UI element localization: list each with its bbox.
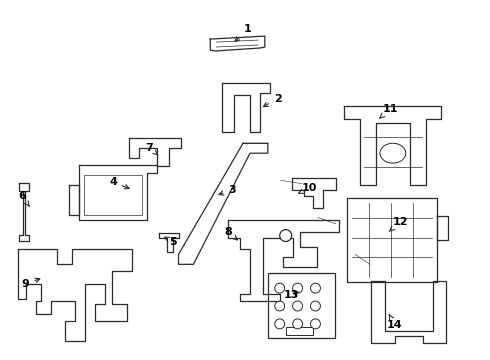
Circle shape <box>280 230 292 242</box>
Polygon shape <box>70 185 79 215</box>
Bar <box>268 273 335 338</box>
Circle shape <box>275 301 285 311</box>
Polygon shape <box>292 178 336 208</box>
Text: 8: 8 <box>224 226 237 240</box>
Text: 9: 9 <box>22 278 40 289</box>
Circle shape <box>311 301 320 311</box>
Polygon shape <box>371 281 446 343</box>
Polygon shape <box>210 36 265 51</box>
Polygon shape <box>129 138 180 166</box>
Bar <box>84 175 142 215</box>
Text: 6: 6 <box>18 191 29 206</box>
Text: 4: 4 <box>109 177 129 189</box>
Bar <box>286 327 314 335</box>
Circle shape <box>311 283 320 293</box>
Text: 11: 11 <box>380 104 399 118</box>
Circle shape <box>293 301 302 311</box>
Polygon shape <box>79 165 157 220</box>
Text: 3: 3 <box>219 185 236 195</box>
Ellipse shape <box>380 143 406 163</box>
Circle shape <box>293 319 302 329</box>
Polygon shape <box>19 183 29 240</box>
Text: 14: 14 <box>387 315 403 330</box>
Circle shape <box>275 283 285 293</box>
Text: 5: 5 <box>165 237 176 247</box>
Polygon shape <box>228 220 339 301</box>
Circle shape <box>293 283 302 293</box>
Text: 10: 10 <box>298 183 317 193</box>
Text: 1: 1 <box>235 24 252 41</box>
Polygon shape <box>159 233 178 252</box>
Polygon shape <box>437 216 448 239</box>
Circle shape <box>275 319 285 329</box>
Polygon shape <box>344 105 441 185</box>
Polygon shape <box>178 143 268 264</box>
Circle shape <box>311 319 320 329</box>
Text: 13: 13 <box>284 290 299 300</box>
Text: 2: 2 <box>264 94 282 107</box>
Polygon shape <box>347 198 437 282</box>
Text: 12: 12 <box>389 217 409 231</box>
Polygon shape <box>222 83 270 132</box>
Text: 7: 7 <box>145 143 158 155</box>
Polygon shape <box>18 249 132 341</box>
